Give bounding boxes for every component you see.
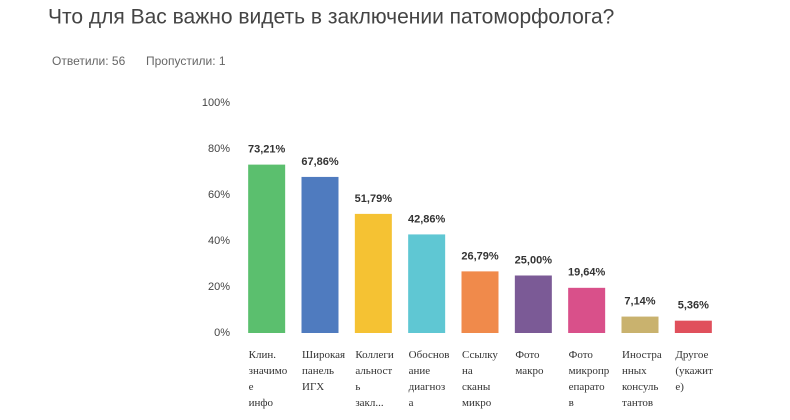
x-tick-label-line: Клин. bbox=[249, 349, 277, 361]
x-tick-label-line: нных bbox=[622, 365, 647, 377]
x-tick-label-line: диагноз bbox=[409, 381, 446, 393]
x-tick-label-line: епарато bbox=[569, 381, 605, 393]
x-tick-label-line: микропр bbox=[569, 365, 610, 377]
x-tick-label: Обоснов ание диагноз а bbox=[409, 349, 450, 409]
value-label: 51,79% bbox=[355, 193, 393, 205]
y-tick-label: 100% bbox=[202, 97, 230, 109]
answered-count: Ответили: 56 bbox=[52, 54, 126, 68]
x-tick-label-line: в bbox=[569, 397, 574, 409]
x-tick-label-line: а bbox=[409, 397, 414, 409]
bar bbox=[674, 320, 712, 333]
x-tick-label-line: ИГХ bbox=[302, 381, 324, 393]
x-tick-label-line: закл... bbox=[355, 397, 384, 409]
x-tick-label-line: Другое bbox=[675, 349, 708, 361]
value-label: 67,86% bbox=[301, 156, 339, 168]
x-tick-label: Фото микропр епарато в bbox=[569, 349, 610, 409]
x-tick-label-line: Ссылку bbox=[462, 349, 498, 361]
x-tick-label-line: (укажит bbox=[675, 365, 713, 377]
chart-title: Что для Вас важно видеть в заключении па… bbox=[48, 6, 614, 29]
x-tick-label-line: ание bbox=[409, 365, 431, 377]
value-label: 73,21% bbox=[248, 144, 286, 156]
bar bbox=[568, 287, 606, 333]
x-tick-label-line: ь bbox=[355, 381, 360, 393]
bar bbox=[354, 213, 392, 333]
x-tick-label-line: сканы bbox=[462, 381, 491, 393]
x-tick-label-line: Обоснов bbox=[409, 349, 450, 361]
x-tick-label-line: микро bbox=[462, 397, 492, 409]
x-tick-label-line: консуль bbox=[622, 381, 658, 393]
y-tick-label: 0% bbox=[214, 327, 230, 339]
x-tick-label-line: значимо bbox=[249, 365, 288, 377]
x-tick-label-line: Фото bbox=[515, 349, 540, 361]
x-tick-label: Ссылку на сканы микро bbox=[462, 349, 498, 409]
x-tick-label-line: Коллеги bbox=[355, 349, 394, 361]
value-label: 7,14% bbox=[624, 295, 655, 307]
x-tick-label-line: панель bbox=[302, 365, 334, 377]
x-tick-label-line: на bbox=[462, 365, 473, 377]
value-label: 42,86% bbox=[408, 213, 446, 225]
x-tick-label: Широкая панель ИГХ bbox=[302, 349, 345, 393]
skipped-count: Пропустили: 1 bbox=[146, 54, 226, 68]
x-tick-label-line: тантов bbox=[622, 397, 653, 409]
y-tick-label: 40% bbox=[208, 235, 230, 247]
x-tick-label-line: Иностра bbox=[622, 349, 662, 361]
value-label: 19,64% bbox=[568, 267, 606, 279]
x-tick-label-line: Фото bbox=[569, 349, 594, 361]
y-tick-label: 60% bbox=[208, 189, 230, 201]
value-label: 5,36% bbox=[678, 300, 709, 312]
x-tick-label-line: е bbox=[249, 381, 254, 393]
bar bbox=[301, 176, 339, 333]
bar bbox=[248, 164, 286, 333]
bar bbox=[514, 275, 552, 333]
x-tick-label-line: альност bbox=[355, 365, 392, 377]
bar bbox=[621, 316, 659, 333]
x-tick-label: Клин. значимо е инфо bbox=[249, 349, 288, 409]
x-tick-label: Иностра нных консуль тантов bbox=[622, 349, 662, 409]
x-tick-label-line: е) bbox=[675, 381, 684, 393]
x-tick-label: Коллеги альност ь закл... bbox=[355, 349, 394, 409]
x-tick-label-line: инфо bbox=[249, 397, 274, 409]
value-label: 26,79% bbox=[461, 250, 499, 262]
x-tick-label-line: Широкая bbox=[302, 349, 345, 361]
x-tick-label: Другое (укажит е) bbox=[675, 349, 713, 393]
x-tick-label-line: макро bbox=[515, 365, 544, 377]
y-tick-label: 80% bbox=[208, 143, 230, 155]
x-tick-label: Фото макро bbox=[515, 349, 544, 377]
value-label: 25,00% bbox=[515, 254, 553, 266]
bar bbox=[408, 234, 446, 333]
y-tick-label: 20% bbox=[208, 281, 230, 293]
bar bbox=[461, 271, 499, 333]
